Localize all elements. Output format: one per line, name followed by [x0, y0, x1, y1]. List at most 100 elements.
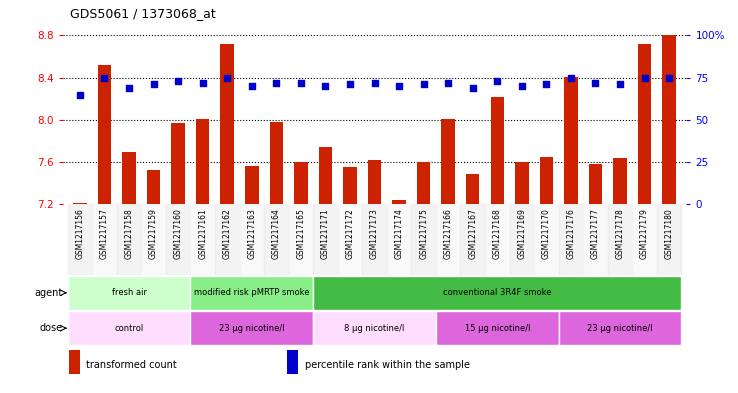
- Bar: [240, 204, 264, 275]
- Text: GSM1217159: GSM1217159: [149, 208, 158, 259]
- Bar: [294, 162, 308, 204]
- Bar: [491, 97, 504, 204]
- Text: GSM1217166: GSM1217166: [444, 208, 452, 259]
- Bar: [608, 204, 632, 275]
- Bar: [362, 204, 387, 275]
- Point: [638, 75, 650, 81]
- Bar: [190, 204, 215, 275]
- Bar: [92, 204, 117, 275]
- Text: GSM1217165: GSM1217165: [297, 208, 306, 259]
- Bar: [461, 204, 485, 275]
- Text: agent: agent: [34, 288, 62, 298]
- Bar: [147, 169, 160, 204]
- Text: GSM1217173: GSM1217173: [370, 208, 379, 259]
- Text: GSM1217172: GSM1217172: [345, 208, 354, 259]
- Text: GSM1217160: GSM1217160: [173, 208, 182, 259]
- Text: 8 μg nicotine/l: 8 μg nicotine/l: [345, 324, 404, 332]
- Point: [565, 75, 577, 81]
- Bar: [97, 65, 111, 204]
- Bar: [123, 152, 136, 204]
- Text: conventional 3R4F smoke: conventional 3R4F smoke: [443, 288, 551, 297]
- Bar: [657, 204, 681, 275]
- Text: percentile rank within the sample: percentile rank within the sample: [305, 360, 469, 370]
- Text: GSM1217157: GSM1217157: [100, 208, 109, 259]
- Bar: [564, 77, 578, 204]
- Bar: [539, 157, 554, 204]
- Point: [614, 81, 626, 88]
- Bar: [313, 311, 436, 345]
- Text: GSM1217171: GSM1217171: [321, 208, 330, 259]
- Point: [590, 79, 601, 86]
- Point: [221, 75, 233, 81]
- Bar: [441, 119, 455, 204]
- Bar: [387, 204, 411, 275]
- Text: fresh air: fresh air: [111, 288, 147, 297]
- Bar: [663, 35, 676, 204]
- Bar: [171, 123, 185, 204]
- Bar: [215, 204, 240, 275]
- Bar: [319, 147, 332, 204]
- Text: GSM1217161: GSM1217161: [199, 208, 207, 259]
- Text: GSM1217169: GSM1217169: [517, 208, 526, 259]
- Bar: [245, 166, 258, 204]
- Text: GSM1217180: GSM1217180: [665, 208, 674, 259]
- Bar: [559, 311, 681, 345]
- Point: [74, 91, 86, 97]
- Bar: [68, 311, 190, 345]
- Text: transformed count: transformed count: [86, 360, 177, 370]
- Bar: [436, 204, 461, 275]
- Bar: [466, 174, 480, 204]
- Bar: [613, 158, 627, 204]
- Bar: [559, 204, 583, 275]
- Text: GSM1217176: GSM1217176: [567, 208, 576, 259]
- Bar: [589, 164, 602, 204]
- Text: GSM1217164: GSM1217164: [272, 208, 281, 259]
- Bar: [313, 204, 338, 275]
- Bar: [269, 122, 283, 204]
- Bar: [436, 311, 559, 345]
- Bar: [289, 204, 313, 275]
- Point: [270, 79, 282, 86]
- Text: GSM1217174: GSM1217174: [395, 208, 404, 259]
- Text: GSM1217170: GSM1217170: [542, 208, 551, 259]
- Bar: [534, 204, 559, 275]
- Bar: [190, 276, 313, 310]
- Bar: [638, 44, 652, 204]
- Bar: [393, 200, 406, 204]
- Bar: [264, 204, 289, 275]
- Bar: [68, 204, 92, 275]
- Text: GSM1217175: GSM1217175: [419, 208, 428, 259]
- Text: GSM1217168: GSM1217168: [493, 208, 502, 259]
- Point: [99, 75, 111, 81]
- Point: [172, 78, 184, 84]
- Point: [516, 83, 528, 89]
- Point: [320, 83, 331, 89]
- Point: [442, 79, 454, 86]
- Bar: [287, 350, 298, 374]
- Point: [148, 81, 159, 88]
- Bar: [166, 204, 190, 275]
- Bar: [343, 167, 356, 204]
- Bar: [417, 162, 430, 204]
- Bar: [141, 204, 166, 275]
- Text: 23 μg nicotine/l: 23 μg nicotine/l: [587, 324, 653, 332]
- Point: [197, 79, 209, 86]
- Point: [663, 75, 675, 81]
- Bar: [221, 44, 234, 204]
- Bar: [73, 203, 86, 204]
- Point: [344, 81, 356, 88]
- Bar: [338, 204, 362, 275]
- Bar: [313, 276, 681, 310]
- Bar: [117, 204, 141, 275]
- Bar: [632, 204, 657, 275]
- Point: [123, 84, 135, 91]
- Bar: [190, 311, 313, 345]
- Point: [418, 81, 430, 88]
- Text: 23 μg nicotine/l: 23 μg nicotine/l: [219, 324, 285, 332]
- Bar: [509, 204, 534, 275]
- Bar: [196, 119, 210, 204]
- Point: [246, 83, 258, 89]
- Bar: [515, 162, 528, 204]
- Bar: [69, 350, 80, 374]
- Bar: [583, 204, 608, 275]
